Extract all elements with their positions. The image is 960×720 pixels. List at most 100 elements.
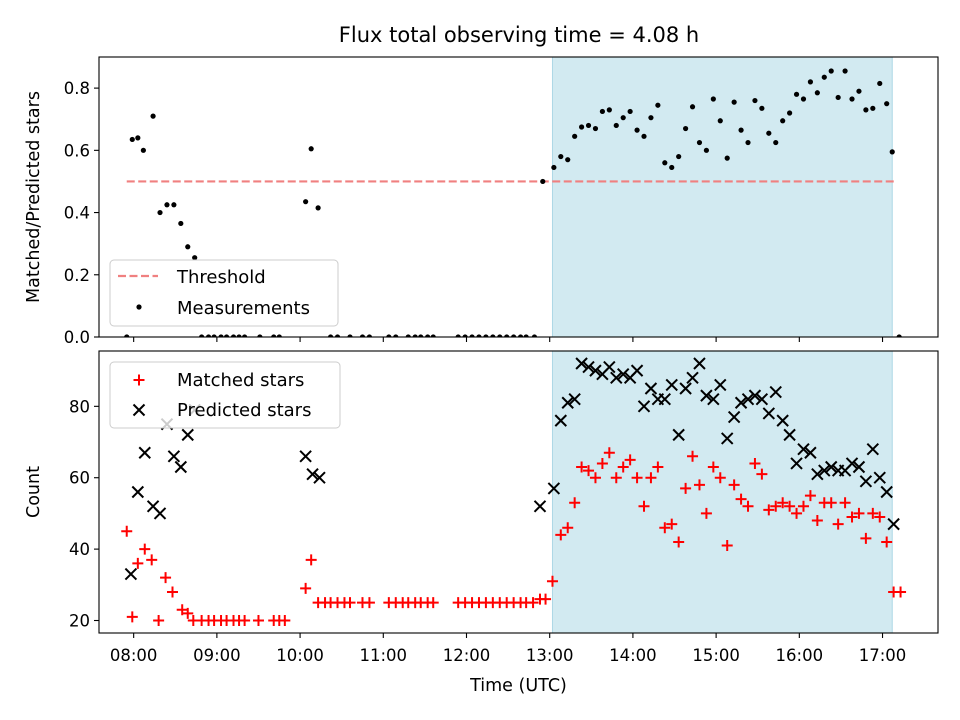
measurement-point [257, 334, 263, 337]
measurement-point [476, 334, 482, 337]
measurement-point [511, 334, 517, 337]
measurement-point [405, 334, 411, 337]
measurement-point [150, 113, 156, 119]
legend-box [109, 259, 339, 327]
matched-point [617, 461, 629, 473]
matched-point [846, 511, 858, 523]
predicted-point [131, 485, 145, 499]
measurement-point [303, 199, 309, 205]
matched-point [839, 497, 851, 509]
x-axis-label: Time (UTC) [469, 676, 567, 696]
matched-point [252, 615, 264, 627]
measurement-point [347, 334, 353, 337]
x-tick-label: 13:00 [526, 646, 574, 665]
matched-point [700, 507, 712, 519]
predicted-point [693, 357, 706, 370]
axes-frame [98, 56, 939, 338]
x-tick-label: 10:00 [276, 646, 324, 665]
matched-point [527, 597, 539, 609]
matched-point [146, 554, 158, 566]
measurement-point [648, 115, 654, 121]
measurement-point [773, 139, 779, 146]
predicted-point [575, 357, 588, 370]
predicted-point [887, 517, 900, 531]
predicted-point [603, 360, 616, 374]
measurement-point [703, 147, 710, 153]
matched-point [562, 522, 574, 534]
matched-point [881, 536, 893, 548]
series-predicted-stars [124, 357, 900, 581]
measurement-point [236, 334, 242, 337]
matched-point [666, 518, 678, 530]
predicted-point [644, 382, 658, 395]
predicted-point [714, 378, 727, 392]
matched-point [176, 604, 188, 616]
matched-point [804, 490, 816, 502]
figure-title: Flux total observing time = 4.08 h [339, 23, 699, 47]
matched-point [721, 540, 733, 552]
predicted-point [748, 389, 762, 402]
measurement-point [469, 334, 475, 337]
predicted-point [630, 364, 644, 377]
measurement-point [585, 122, 592, 129]
matched-point [427, 597, 439, 609]
measurement-point [793, 91, 800, 97]
matched-point [867, 507, 879, 519]
predicted-point [700, 389, 713, 402]
measurement-point [276, 334, 282, 337]
matched-point [652, 461, 664, 473]
matched-point [673, 536, 685, 548]
measurement-point [877, 80, 883, 87]
measurement-point [724, 155, 730, 161]
measurement-point [842, 68, 848, 74]
y-axis-label: Matched/Predicted stars [24, 91, 44, 303]
measurement-point [185, 244, 191, 250]
measurement-point [676, 153, 682, 160]
matched-point [555, 529, 567, 541]
measurement-point [164, 202, 170, 208]
measurement-point [171, 202, 177, 208]
legend-matched-swatch [133, 374, 145, 386]
measurement-point [814, 90, 820, 96]
matched-point [645, 472, 657, 484]
observing-window-span [552, 57, 893, 337]
predicted-point [547, 482, 561, 495]
predicted-point [589, 364, 602, 377]
matched-point [166, 586, 178, 598]
plot-area [121, 357, 907, 627]
legend: Matched stars Predicted stars [109, 361, 341, 429]
legend-label: Predicted stars [177, 400, 311, 421]
measurement-point [620, 115, 626, 121]
predicted-point [533, 500, 547, 513]
predicted-point [124, 567, 138, 581]
predicted-point [679, 382, 692, 395]
matched-point [589, 472, 601, 484]
measurement-point [504, 334, 510, 337]
measurement-point [412, 334, 418, 337]
x-tick-label: 08:00 [110, 646, 158, 665]
y-tick-label: 0.4 [64, 204, 90, 223]
matched-point [728, 479, 740, 491]
measurement-point [572, 133, 578, 139]
matched-point [680, 482, 692, 494]
measurement-point [759, 105, 765, 111]
measurement-point [738, 127, 744, 133]
measurement-point [780, 118, 786, 124]
measurement-point [178, 220, 184, 227]
measurement-point [129, 136, 135, 143]
measurement-point [386, 334, 392, 337]
measurement-point [308, 146, 314, 152]
measurement-point [655, 102, 661, 108]
y-tick-label: 20 [69, 612, 90, 631]
predicted-point [755, 392, 769, 406]
measurement-point [863, 107, 869, 113]
y-tick-label: 60 [69, 469, 90, 488]
matched-point [832, 518, 844, 530]
measurement-point [745, 139, 751, 146]
y-tick-label: 0.6 [64, 141, 90, 160]
ratio-panel: 0.0 0.2 0.4 0.6 0.8 Matched/Predicted stars Th… [24, 56, 939, 347]
matched-point [770, 500, 782, 512]
matched-point [540, 593, 552, 605]
measurement-point [641, 133, 647, 139]
measurement-point [835, 94, 841, 101]
